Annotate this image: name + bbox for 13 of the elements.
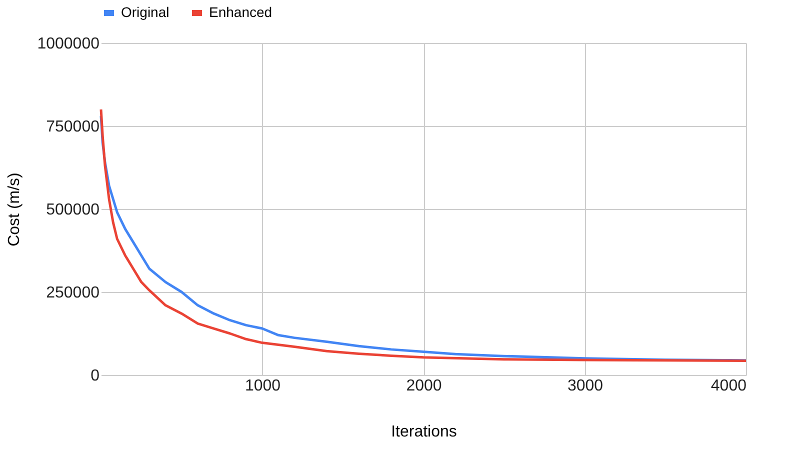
y-tick-label: 0	[90, 368, 100, 384]
legend-label: Original	[121, 4, 170, 20]
x-tick-label: 4000	[710, 378, 747, 394]
x-tick-label: 1000	[244, 378, 281, 394]
y-tick-label: 500000	[46, 202, 100, 218]
x-tick-label: 3000	[567, 378, 604, 394]
y-tick-label: 750000	[46, 118, 100, 136]
x-axis-title: Iterations	[391, 424, 457, 440]
legend-label: Enhanced	[209, 4, 272, 20]
x-tick-label: 2000	[406, 378, 442, 394]
y-tick-label: 1000000	[37, 36, 100, 52]
y-axis-title: Cost (m/s)	[6, 172, 24, 246]
y-tick-label: 250000	[46, 284, 100, 302]
